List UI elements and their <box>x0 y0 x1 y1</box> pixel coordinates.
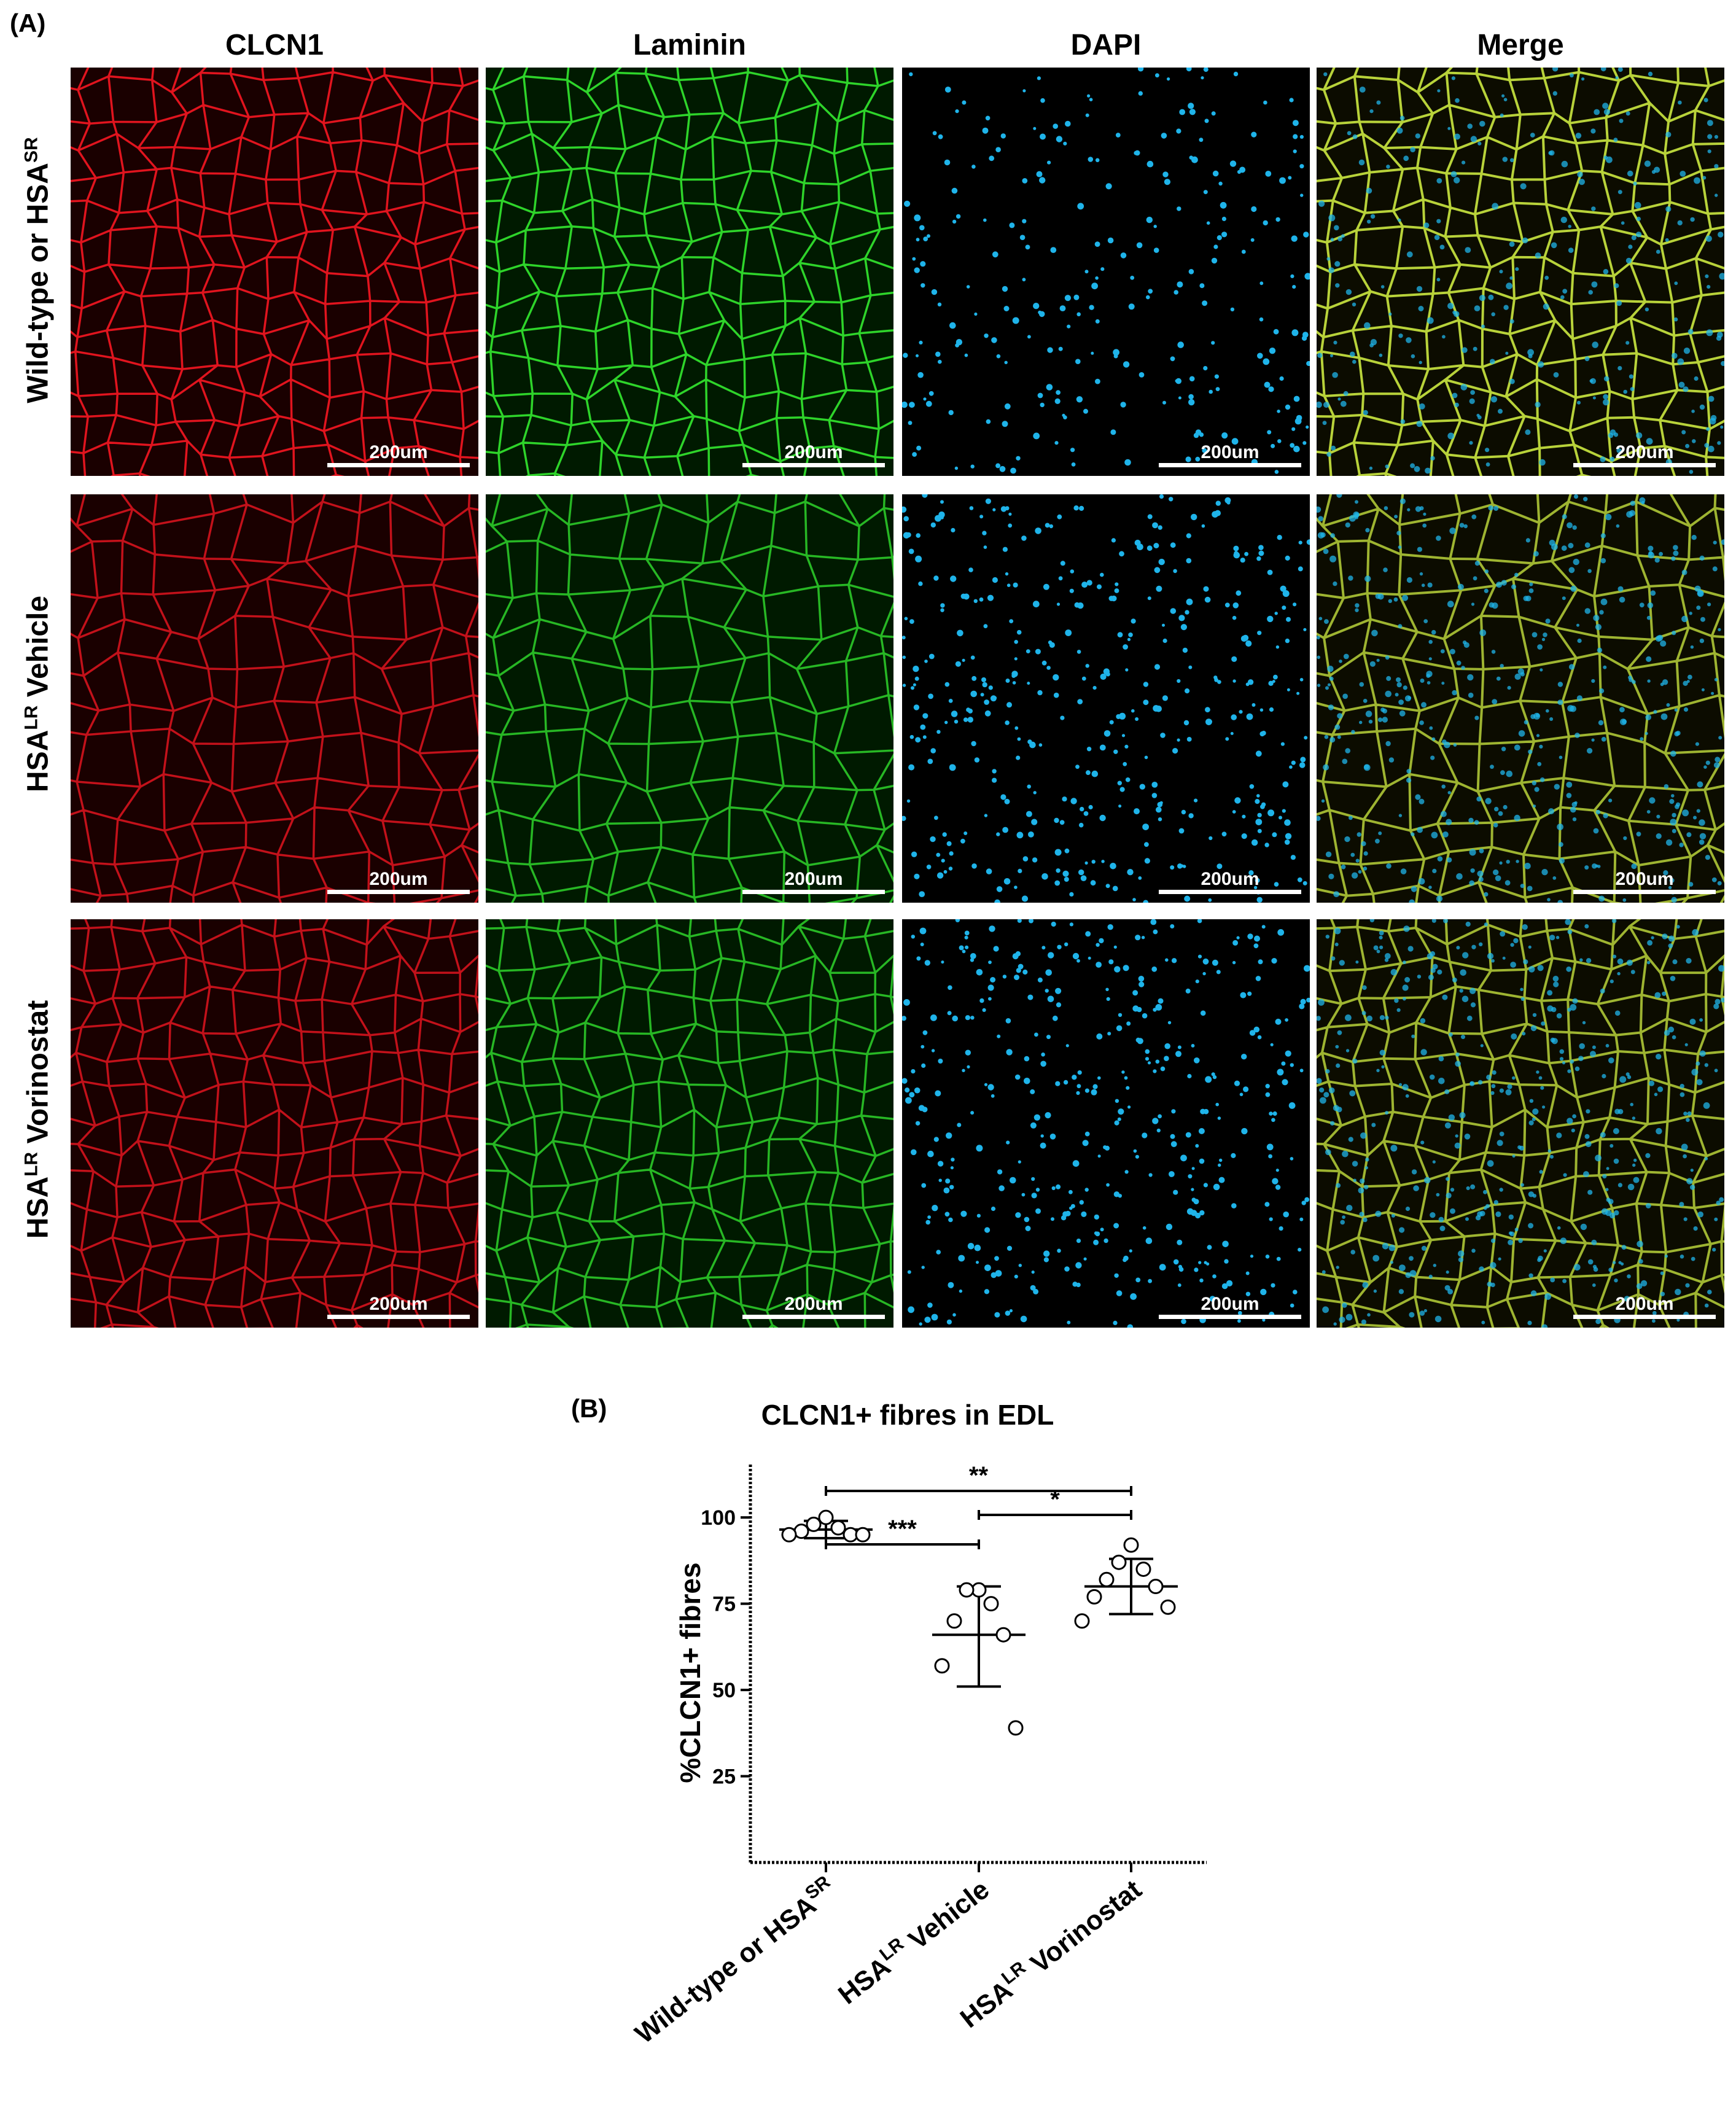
scale-bar: 200um <box>327 443 470 467</box>
column-title-dapi: DAPI <box>1070 29 1142 61</box>
row-title-wildtype: Wild-type or HSASR <box>21 137 55 403</box>
scale-bar-line <box>327 1315 470 1319</box>
scale-bar-line <box>1573 1315 1716 1319</box>
scale-bar-label: 200um <box>369 442 428 462</box>
scale-bar-line <box>1573 890 1716 894</box>
micrograph-clcn1-row-2: 200um <box>71 494 478 903</box>
significance-label: ** <box>969 1462 989 1489</box>
scale-bar: 200um <box>1573 443 1716 467</box>
column-title-merge: Merge <box>1477 29 1564 61</box>
data-point <box>1148 1579 1164 1595</box>
data-point <box>855 1527 871 1543</box>
micrograph-clcn1-row-1: 200um <box>71 68 478 476</box>
data-point <box>1135 1561 1151 1577</box>
micrograph-dapi-row-3: 200um <box>902 919 1310 1328</box>
scale-bar-label: 200um <box>1201 442 1259 462</box>
scale-bar-label: 200um <box>784 1294 843 1314</box>
scale-bar: 200um <box>327 870 470 894</box>
micrograph-merge-row-3: 200um <box>1317 919 1724 1328</box>
micrograph-dapi-row-1: 200um <box>902 68 1310 476</box>
x-tick-label: HSALR Vehicle <box>831 1872 995 2010</box>
data-point <box>1074 1613 1090 1629</box>
scale-bar-label: 200um <box>1615 869 1674 889</box>
data-point <box>1160 1599 1176 1615</box>
scale-bar-label: 200um <box>784 442 843 462</box>
micrograph-merge-row-1: 200um <box>1317 68 1724 476</box>
data-point <box>995 1627 1011 1643</box>
micrograph-dapi-row-2: 200um <box>902 494 1310 903</box>
scale-bar: 200um <box>742 443 885 467</box>
scale-bar-label: 200um <box>1615 1294 1674 1314</box>
scale-bar-label: 200um <box>1615 442 1674 462</box>
scale-bar: 200um <box>1159 1295 1301 1319</box>
scale-bar-line <box>742 1315 885 1319</box>
micrograph-clcn1-row-3: 200um <box>71 919 478 1328</box>
data-point <box>818 1509 834 1525</box>
panel-b-label: (B) <box>571 1394 607 1423</box>
scale-bar-line <box>1573 463 1716 467</box>
micrograph-merge-row-2: 200um <box>1317 494 1724 903</box>
scatter-chart: (B) CLCN1+ fibres in EDL 25 50 75 100 %CLCN1+ … <box>571 1394 1207 2050</box>
panel-b: (B) CLCN1+ fibres in EDL 25 50 75 100 %CLCN1+ … <box>0 1388 1736 2113</box>
micrograph-laminin-row-2: 200um <box>486 494 893 903</box>
row-title-vehicle: HSALR Vehicle <box>21 595 55 793</box>
data-point <box>1099 1571 1115 1587</box>
scale-bar-line <box>742 463 885 467</box>
data-point <box>959 1582 975 1598</box>
significance-label: * <box>1050 1486 1060 1513</box>
data-point <box>1123 1537 1139 1553</box>
scale-bar: 200um <box>1573 1295 1716 1319</box>
micrograph-laminin-row-1: 200um <box>486 68 893 476</box>
scale-bar-line <box>1159 1315 1301 1319</box>
scale-bar-label: 200um <box>369 1294 428 1314</box>
data-point <box>946 1613 962 1629</box>
scale-bar: 200um <box>1159 870 1301 894</box>
data-point <box>1086 1589 1102 1605</box>
y-tick-label: 75 <box>712 1593 736 1616</box>
y-axis-label: %CLCN1+ fibres <box>674 1562 706 1783</box>
data-point <box>934 1658 950 1674</box>
scale-bar-line <box>327 890 470 894</box>
x-tick-label: Wild-type or HSASR <box>628 1872 842 2049</box>
scale-bar: 200um <box>1573 870 1716 894</box>
data-point <box>806 1516 822 1532</box>
data-point <box>1111 1554 1127 1570</box>
scale-bar-label: 200um <box>369 869 428 889</box>
panel-a-label: (A) <box>10 9 46 37</box>
y-tick-label: 100 <box>701 1506 736 1530</box>
scale-bar: 200um <box>1159 443 1301 467</box>
significance-label: *** <box>888 1516 917 1543</box>
scale-bar-line <box>742 890 885 894</box>
row-title-vorinostat: HSALR Vorinostat <box>21 1000 55 1239</box>
column-title-clcn1: CLCN1 <box>225 29 324 61</box>
y-tick-label: 50 <box>712 1679 736 1702</box>
chart-title: CLCN1+ fibres in EDL <box>761 1399 1054 1431</box>
scale-bar-label: 200um <box>784 869 843 889</box>
scale-bar-label: 200um <box>1201 869 1259 889</box>
scale-bar: 200um <box>742 870 885 894</box>
scale-bar-line <box>327 463 470 467</box>
scale-bar-line <box>1159 463 1301 467</box>
micrograph-laminin-row-3: 200um <box>486 919 893 1328</box>
data-point <box>1008 1720 1024 1736</box>
column-title-laminin: Laminin <box>633 29 746 61</box>
data-point <box>830 1520 846 1536</box>
scale-bar: 200um <box>742 1295 885 1319</box>
data-point <box>983 1596 999 1612</box>
y-tick-label: 25 <box>712 1765 736 1789</box>
scale-bar: 200um <box>327 1295 470 1319</box>
scale-bar-label: 200um <box>1201 1294 1259 1314</box>
data-point <box>781 1527 797 1543</box>
scale-bar-line <box>1159 890 1301 894</box>
